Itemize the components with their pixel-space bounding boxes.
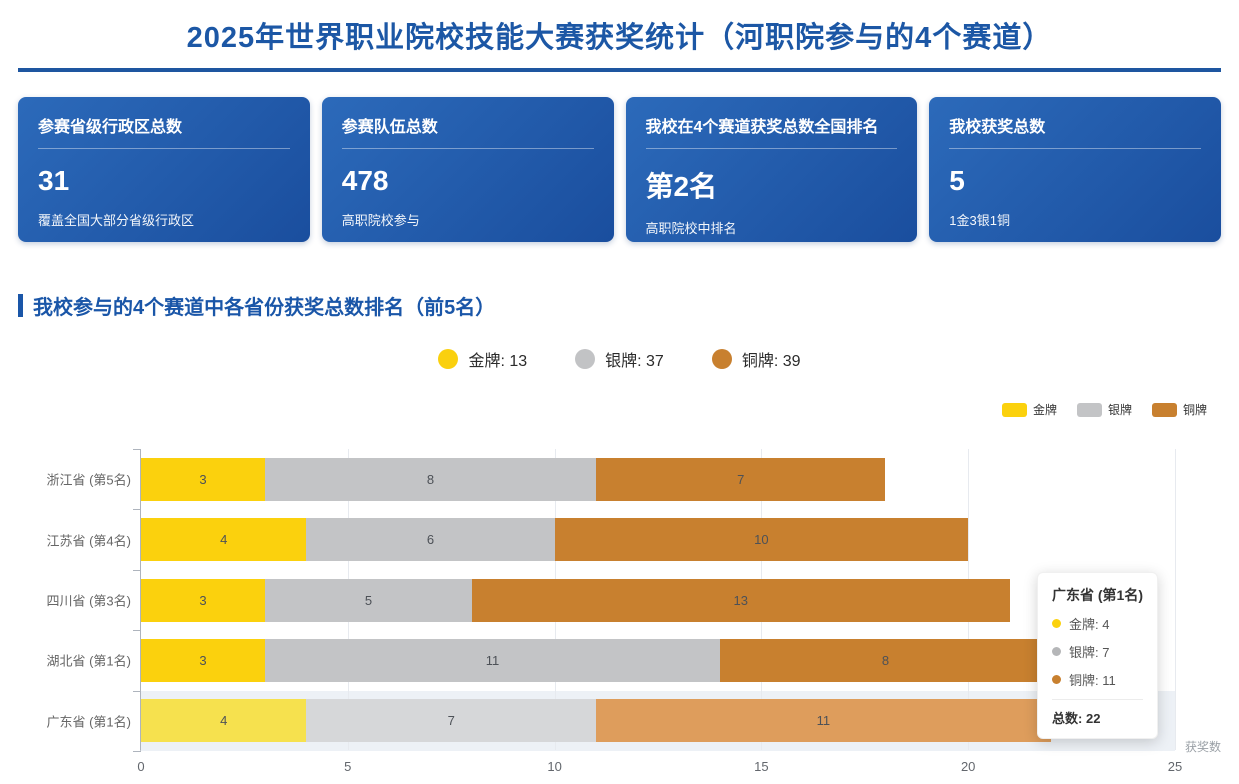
tooltip-total-value: 22 bbox=[1085, 711, 1101, 726]
stat-card-title: 参赛省级行政区总数 bbox=[38, 119, 183, 136]
bar-segment-silver[interactable]: 11 bbox=[265, 638, 721, 682]
stat-card-note: 覆盖全国大部分省级行政区 bbox=[38, 213, 195, 228]
tooltip-divider bbox=[1052, 699, 1143, 700]
bar-segment-gold[interactable]: 4 bbox=[141, 518, 307, 562]
grid-line bbox=[1175, 449, 1176, 750]
tooltip-total: 总数: 22 bbox=[1052, 708, 1143, 727]
medal-summary-item-bronze: 铜牌: 39 bbox=[711, 347, 801, 371]
tooltip-row-label: 金牌: 4 bbox=[1069, 617, 1110, 632]
legend-item-bronze[interactable]: 铜牌 bbox=[1151, 401, 1207, 418]
bar-segment-bronze[interactable]: 10 bbox=[554, 518, 969, 562]
card-divider bbox=[341, 148, 594, 149]
silver-medal-dot-icon bbox=[575, 349, 596, 369]
medal-summary: 金牌: 13 银牌: 37 铜牌: 39 bbox=[0, 347, 1239, 371]
x-axis-label: 25 bbox=[1167, 759, 1183, 774]
section-accent-bar bbox=[18, 293, 23, 317]
gold-dot-icon bbox=[1052, 619, 1061, 628]
category-label: 浙江省 (第5名) bbox=[46, 472, 131, 488]
legend-label: 铜牌 bbox=[1182, 403, 1207, 417]
tooltip-total-label: 总数: bbox=[1052, 711, 1083, 726]
bar-segment-bronze[interactable]: 11 bbox=[595, 699, 1051, 743]
card-divider bbox=[949, 148, 1201, 149]
x-axis-label: 0 bbox=[137, 759, 145, 774]
medal-summary-label: 银牌: 37 bbox=[605, 353, 664, 370]
y-axis-tick bbox=[133, 569, 141, 571]
legend-label: 金牌 bbox=[1032, 403, 1057, 417]
category-label: 江苏省 (第4名) bbox=[46, 533, 131, 549]
section-header: 我校参与的4个赛道中各省份获奖总数排名（前5名） bbox=[18, 292, 1239, 319]
stat-card-value: 第2名 bbox=[645, 171, 718, 202]
stat-card-teams: 参赛队伍总数 478 高职院校参与 bbox=[321, 97, 614, 242]
y-axis-tick bbox=[133, 690, 141, 692]
tooltip-row-bronze: 铜牌: 11 bbox=[1052, 670, 1143, 689]
category-label: 广东省 (第1名) bbox=[46, 714, 131, 730]
bar-segment-bronze[interactable]: 13 bbox=[471, 578, 1010, 622]
bar-segment-gold[interactable]: 4 bbox=[141, 699, 307, 743]
stat-card-total-awards: 我校获奖总数 5 1金3银1铜 bbox=[929, 97, 1221, 242]
silver-swatch-icon bbox=[1076, 402, 1102, 417]
section-title: 我校参与的4个赛道中各省份获奖总数排名（前5名） bbox=[33, 296, 496, 319]
stat-cards: 参赛省级行政区总数 31 覆盖全国大部分省级行政区 参赛队伍总数 478 高职院… bbox=[18, 97, 1221, 242]
category-label: 四川省 (第3名) bbox=[46, 593, 131, 609]
tooltip-row-gold: 金牌: 4 bbox=[1052, 614, 1143, 633]
bar-segment-silver[interactable]: 6 bbox=[306, 518, 555, 562]
chart-tooltip: 广东省 (第1名) 金牌: 4 银牌: 7 铜牌: 11 总数: 22 bbox=[1037, 572, 1158, 739]
card-divider bbox=[645, 148, 898, 149]
plot-area: 获奖数 浙江省 (第5名) 3 8 7 江苏省 (第4名) 4 6 10 四川省 (第3名) 3 5… bbox=[46, 449, 1221, 774]
y-axis-tick bbox=[133, 751, 141, 752]
bar-segment-silver[interactable]: 8 bbox=[265, 457, 596, 501]
bar-segment-gold[interactable]: 3 bbox=[141, 457, 266, 501]
title-underline bbox=[18, 68, 1221, 72]
bar-segment-silver[interactable]: 5 bbox=[265, 578, 472, 622]
stat-card-national-rank: 我校在4个赛道获奖总数全国排名 第2名 高职院校中排名 bbox=[625, 97, 918, 242]
bar-segment-bronze[interactable]: 7 bbox=[595, 457, 886, 501]
bronze-dot-icon bbox=[1052, 675, 1061, 684]
chart-legend: 金牌 银牌 铜牌 bbox=[1001, 401, 1207, 418]
stat-card-note: 高职院校参与 bbox=[341, 213, 420, 228]
tooltip-title: 广东省 (第1名) bbox=[1052, 587, 1143, 603]
medal-summary-label: 铜牌: 39 bbox=[741, 353, 801, 370]
medal-summary-label: 金牌: 13 bbox=[468, 353, 528, 370]
stat-card-provinces: 参赛省级行政区总数 31 覆盖全国大部分省级行政区 bbox=[18, 97, 310, 242]
stat-card-title: 参赛队伍总数 bbox=[341, 119, 438, 136]
medal-summary-item-silver: 银牌: 37 bbox=[575, 347, 664, 371]
stat-card-note: 1金3银1铜 bbox=[949, 213, 1010, 228]
tooltip-row-label: 银牌: 7 bbox=[1069, 645, 1110, 660]
tooltip-row-label: 铜牌: 11 bbox=[1069, 673, 1116, 688]
y-axis-tick bbox=[133, 509, 141, 511]
x-axis-name: 获奖数 bbox=[1185, 740, 1222, 754]
gold-swatch-icon bbox=[1001, 402, 1027, 417]
silver-dot-icon bbox=[1052, 647, 1061, 656]
bar-segment-bronze[interactable]: 8 bbox=[720, 638, 1051, 682]
bar-segment-silver[interactable]: 7 bbox=[306, 699, 596, 743]
medal-summary-item-gold: 金牌: 13 bbox=[438, 347, 527, 371]
stat-card-value: 31 bbox=[38, 165, 70, 196]
legend-item-silver[interactable]: 银牌 bbox=[1076, 401, 1132, 418]
x-axis-label: 20 bbox=[960, 759, 976, 774]
legend-item-gold[interactable]: 金牌 bbox=[1001, 401, 1057, 418]
x-axis-label: 10 bbox=[547, 759, 562, 774]
gold-medal-dot-icon bbox=[438, 349, 459, 369]
stat-card-title: 我校在4个赛道获奖总数全国排名 bbox=[645, 119, 879, 136]
medal-chart: 金牌 银牌 铜牌 获奖数 浙江省 (第5名) 3 8 7 江苏省 (第4名) 4 6 10 四川… bbox=[0, 389, 1239, 784]
category-label: 湖北省 (第1名) bbox=[46, 653, 131, 669]
legend-label: 银牌 bbox=[1107, 403, 1132, 417]
bronze-swatch-icon bbox=[1151, 402, 1177, 417]
page-title: 2025年世界职业院校技能大赛获奖统计（河职院参与的4个赛道） bbox=[186, 22, 1053, 54]
x-axis-label: 15 bbox=[754, 759, 769, 774]
y-axis-tick bbox=[133, 630, 141, 632]
bar-segment-gold[interactable]: 3 bbox=[141, 638, 266, 682]
bronze-medal-dot-icon bbox=[711, 349, 732, 369]
card-divider bbox=[38, 148, 290, 149]
stat-card-value: 478 bbox=[341, 165, 389, 196]
stat-card-value: 5 bbox=[949, 165, 965, 196]
y-axis-tick bbox=[133, 449, 141, 450]
x-axis-label: 5 bbox=[344, 759, 352, 774]
tooltip-row-silver: 银牌: 7 bbox=[1052, 642, 1143, 661]
stat-card-note: 高职院校中排名 bbox=[645, 221, 737, 236]
bar-segment-gold[interactable]: 3 bbox=[141, 578, 266, 622]
stat-card-title: 我校获奖总数 bbox=[949, 119, 1046, 136]
